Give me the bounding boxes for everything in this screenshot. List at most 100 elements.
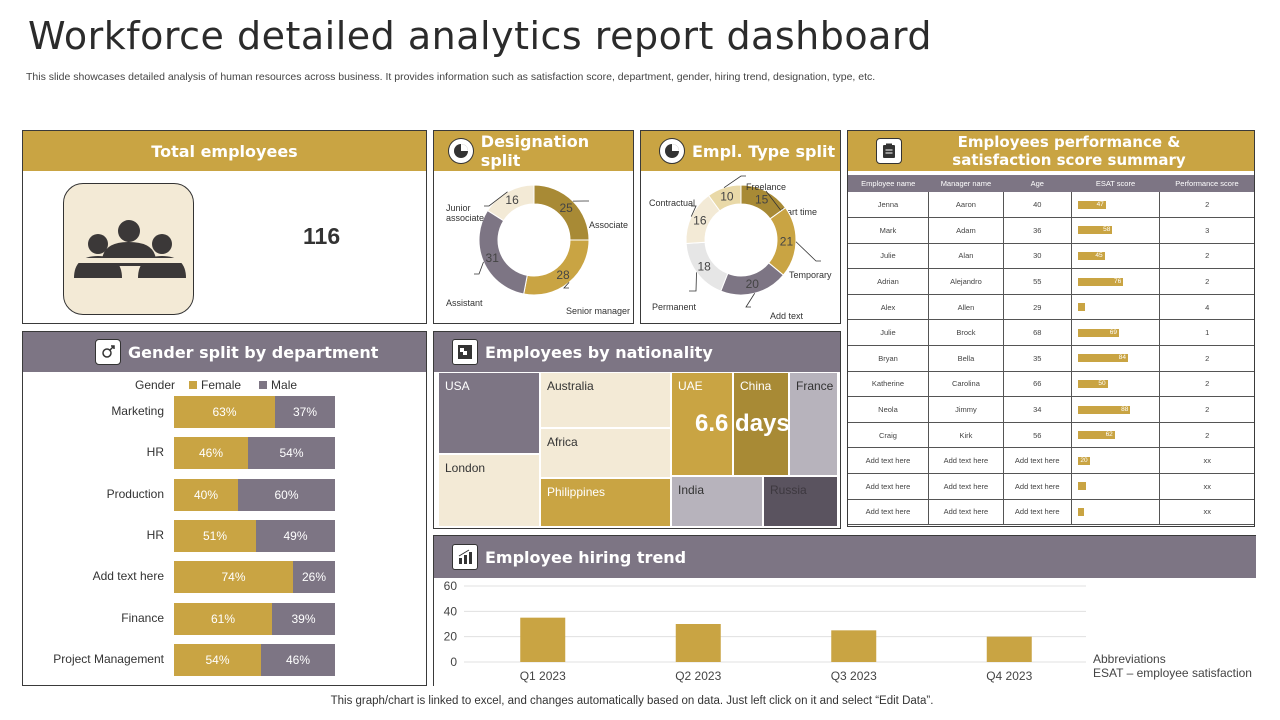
male-bar-production[interactable]: 60% — [238, 478, 335, 511]
table-row[interactable]: Add text here Add text here Add text here x… — [848, 499, 1254, 526]
page-title: Workforce detailed analytics report dash… — [28, 14, 932, 58]
table-row[interactable]: Julie Alan 30 45 2 — [848, 243, 1254, 270]
esat-bar: 84 — [1077, 354, 1128, 363]
treemap-usa[interactable]: USA — [438, 372, 540, 454]
treemap-france[interactable]: France — [789, 372, 838, 476]
esat-bar: 20 — [1077, 456, 1090, 465]
nationality-header: Employees by nationality — [434, 332, 840, 372]
male-bar-marketing[interactable]: 37% — [275, 396, 335, 428]
hiring-bar-q3-2023[interactable] — [831, 630, 877, 662]
table-row[interactable]: Mark Adam 36 58 3 — [848, 217, 1254, 244]
treemap-london[interactable]: London — [438, 454, 540, 527]
manager-name-cell: Jimmy — [928, 396, 1004, 423]
esat-bar: 58 — [1077, 226, 1113, 235]
designation-title: Designation split — [480, 132, 590, 170]
esat-cell: 45 — [1071, 243, 1161, 270]
hiring-bar-q2-2023[interactable] — [675, 624, 721, 662]
performance-score-cell: 2 — [1159, 192, 1254, 219]
male-bar-finance[interactable]: 39% — [272, 602, 335, 635]
empl-type-panel: Empl. Type split 15 Part time 21 Temporary 2… — [640, 130, 841, 324]
table-row[interactable]: Adrian Alejandro 55 76 2 — [848, 268, 1254, 295]
esat-cell: 76 — [1071, 268, 1161, 295]
map-icon — [452, 339, 478, 365]
empl-type-label-part-time: Part time — [781, 207, 817, 217]
department-label-hr: HR — [146, 527, 164, 542]
esat-cell: 62 — [1071, 422, 1161, 449]
manager-name-cell: Aaron — [928, 192, 1004, 219]
treemap-uae[interactable]: UAE — [671, 372, 733, 476]
x-tick-q2-2023: Q2 2023 — [675, 669, 721, 683]
esat-cell: 69 — [1071, 319, 1161, 347]
male-bar-hr[interactable]: 54% — [248, 437, 335, 470]
employee-name-cell: Mark — [848, 217, 929, 244]
table-row[interactable]: Add text here Add text here Add text here 2… — [848, 447, 1254, 475]
hiring-panel: Employee hiring trend 0 20 40 60 Q1 2023 Q2 2… — [433, 535, 1256, 686]
treemap-london-label: London — [445, 461, 486, 475]
female-bar-project-management[interactable]: 54% — [174, 643, 261, 676]
treemap-india[interactable]: India — [671, 476, 763, 527]
designation-label-junior-associate: Junior — [446, 203, 471, 213]
female-bar-hr[interactable]: 46% — [174, 437, 248, 470]
performance-score-cell: 2 — [1159, 268, 1254, 295]
female-legend-swatch — [189, 381, 198, 389]
esat-cell: 47 — [1071, 192, 1161, 219]
esat-bar — [1077, 507, 1084, 516]
empl-type-value-temporary: 21 — [780, 234, 794, 248]
employee-name-cell: Bryan — [848, 345, 929, 372]
treemap-russia[interactable]: Russia — [763, 476, 838, 527]
age-cell: Add text here — [1003, 447, 1072, 475]
age-cell: 56 — [1003, 422, 1072, 449]
nationality-treemap: USA London Australia Africa Philippines … — [438, 372, 838, 527]
abbreviations-text: ESAT – employee satisfaction — [1093, 666, 1252, 680]
female-bar-hr[interactable]: 51% — [174, 519, 256, 552]
age-cell: 29 — [1003, 294, 1072, 321]
designation-leader-assistant — [474, 261, 484, 275]
performance-score-cell: xx — [1159, 447, 1254, 475]
table-row[interactable]: Craig Kirk 56 62 2 — [848, 422, 1254, 449]
table-row[interactable]: Jenna Aaron 40 47 2 — [848, 192, 1254, 219]
female-bar-production[interactable]: 40% — [174, 478, 238, 511]
treemap-africa[interactable]: Africa — [540, 428, 671, 478]
designation-slice-junior-associate[interactable] — [486, 184, 535, 222]
designation-leader-junior-associate — [484, 191, 508, 207]
empl-type-value-add-text: 20 — [746, 277, 760, 291]
female-bar-add-text-here[interactable]: 74% — [174, 561, 293, 594]
designation-label-assistant: Assistant — [446, 298, 483, 308]
table-row[interactable]: Add text here Add text here Add text here x… — [848, 473, 1254, 500]
performance-score-cell: 3 — [1159, 217, 1254, 244]
performance-title: Employees performance & satisfaction sco… — [952, 133, 1186, 169]
performance-score-cell: 4 — [1159, 294, 1254, 321]
treemap-uae-label: UAE — [678, 379, 703, 393]
hiring-bar-q1-2023[interactable] — [520, 617, 566, 662]
treemap-philippines[interactable]: Philippines — [540, 478, 671, 527]
designation-label-junior-associate-1: associate — [446, 213, 484, 223]
male-legend-label: Male — [271, 378, 298, 392]
treemap-australia[interactable]: Australia — [540, 372, 671, 428]
age-cell: Add text here — [1003, 473, 1072, 500]
gender-panel: Gender split by department Gender Female… — [22, 331, 427, 686]
male-bar-add-text-here[interactable]: 26% — [293, 561, 335, 594]
male-bar-project-management[interactable]: 46% — [261, 643, 335, 676]
nationality-overlay-value: 6.6 days — [695, 410, 790, 437]
hiring-bar-q4-2023[interactable] — [986, 636, 1032, 662]
table-row[interactable]: Julie Brock 68 69 1 — [848, 319, 1254, 347]
esat-cell: 20 — [1071, 447, 1161, 475]
employee-name-cell: Jenna — [848, 192, 929, 219]
empl-type-leader-permanent — [689, 272, 697, 292]
female-bar-marketing[interactable]: 63% — [174, 396, 275, 428]
esat-bar: 88 — [1077, 405, 1131, 414]
table-row[interactable]: Bryan Bella 35 84 2 — [848, 345, 1254, 372]
manager-name-cell: Alejandro — [928, 268, 1004, 295]
designation-value-senior-manager: 28 — [556, 268, 570, 282]
manager-name-cell: Add text here — [928, 499, 1004, 526]
table-row[interactable]: Neola Jimmy 34 88 2 — [848, 396, 1254, 423]
female-bar-finance[interactable]: 61% — [174, 602, 272, 635]
male-legend-swatch — [259, 381, 268, 389]
table-row[interactable]: Katherine Carolina 66 50 2 — [848, 371, 1254, 398]
male-bar-hr[interactable]: 49% — [256, 519, 335, 552]
table-row[interactable]: Alex Allen 29 4 — [848, 294, 1254, 321]
performance-score-cell: 2 — [1159, 422, 1254, 449]
esat-bar: 45 — [1077, 251, 1105, 260]
treemap-china[interactable]: China — [733, 372, 789, 476]
empl-type-slice-freelance[interactable] — [707, 184, 742, 212]
